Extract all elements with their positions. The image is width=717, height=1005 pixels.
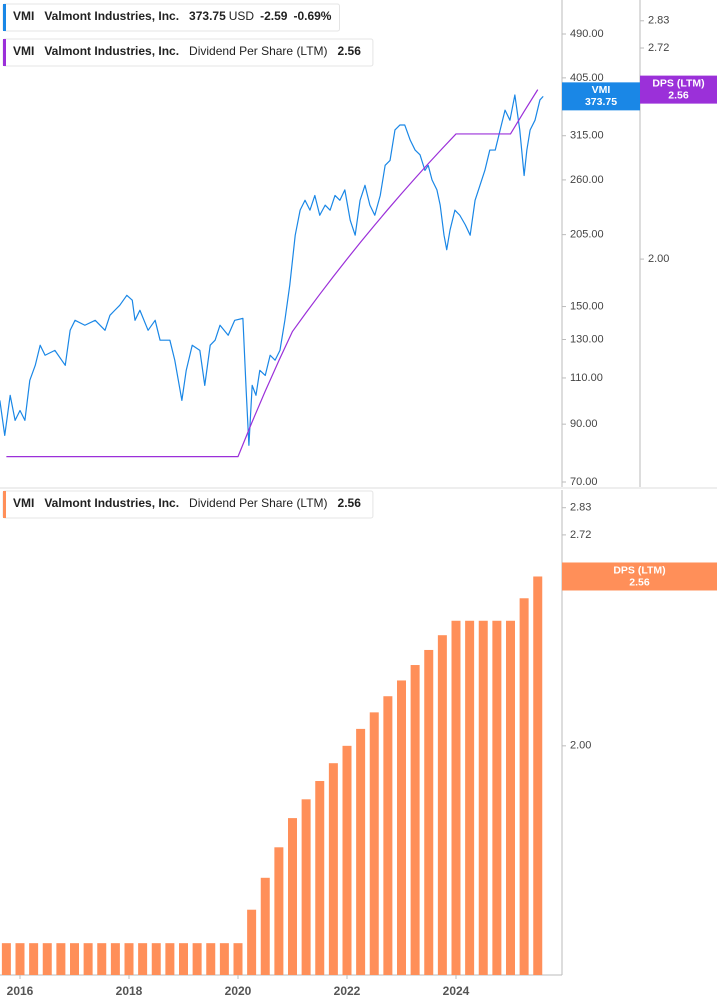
y-tick-label: 490.00 <box>570 28 604 40</box>
y-tick-label: 405.00 <box>570 72 604 84</box>
y-tick-label: 260.00 <box>570 174 604 186</box>
legend-text: USD <box>229 9 255 23</box>
y-tick-label: 90.00 <box>570 418 598 430</box>
bar <box>383 696 393 975</box>
x-tick-label: 2022 <box>334 984 361 998</box>
x-tick-label: 2018 <box>116 984 143 998</box>
y-tick-label: 110.00 <box>570 372 603 384</box>
bar <box>478 620 488 975</box>
bar <box>138 943 148 975</box>
bar <box>424 649 434 975</box>
value-badge <box>562 82 640 111</box>
legend-swatch <box>3 491 6 518</box>
y-tick-label: 130.00 <box>570 333 604 345</box>
bar <box>342 745 352 975</box>
y-tick-label: 2.72 <box>570 529 591 541</box>
bar <box>465 620 475 975</box>
bar <box>56 943 66 975</box>
bar <box>505 620 515 975</box>
bar <box>1 943 11 975</box>
badge-value: 2.56 <box>668 89 689 101</box>
bar <box>260 877 270 975</box>
badge-value: 373.75 <box>585 96 617 108</box>
bar <box>410 665 420 975</box>
y-tick-label: 315.00 <box>570 130 604 142</box>
legend-swatch <box>3 4 6 31</box>
x-tick-label: 2016 <box>7 984 34 998</box>
legend-text: VMI <box>13 9 34 23</box>
y2-tick-label: 2.72 <box>648 42 669 54</box>
y2-tick-label: 2.00 <box>648 253 669 265</box>
legend-text: 373.75 <box>189 9 226 23</box>
legend-text: Valmont Industries, Inc. <box>44 9 179 23</box>
line <box>6 89 539 458</box>
bar <box>315 781 325 975</box>
bar <box>396 680 406 975</box>
bar <box>519 598 529 975</box>
legend-text: Valmont Industries, Inc. <box>44 44 179 58</box>
bar <box>233 943 243 975</box>
line <box>0 94 544 446</box>
value-badge <box>562 562 717 591</box>
x-tick-label: 2020 <box>225 984 252 998</box>
legend-swatch <box>3 39 6 66</box>
bar <box>451 620 461 975</box>
bar <box>15 943 25 975</box>
legend-text: -2.59 <box>260 9 288 23</box>
legend-text: 2.56 <box>338 496 362 510</box>
legend-text: -0.69% <box>293 9 331 23</box>
value-badge <box>640 75 717 104</box>
bar <box>247 909 257 975</box>
bar <box>192 943 202 975</box>
badge-value: 2.56 <box>629 576 650 588</box>
legend-text: VMI <box>13 44 34 58</box>
bar <box>287 818 297 975</box>
bar <box>437 635 447 975</box>
x-tick-label: 2024 <box>443 984 470 998</box>
bar <box>110 943 120 975</box>
bar <box>83 943 93 975</box>
legend-text: 2.56 <box>338 44 362 58</box>
legend-text: Dividend Per Share (LTM) <box>189 496 328 510</box>
legend-text: VMI <box>13 496 34 510</box>
bar <box>124 943 134 975</box>
bar <box>533 576 543 975</box>
bar <box>97 943 107 975</box>
badge-label: DPS (LTM) <box>613 564 665 576</box>
y-tick-label: 205.00 <box>570 229 604 241</box>
y-tick-label: 2.83 <box>570 502 591 514</box>
y-tick-label: 70.00 <box>570 476 598 488</box>
legend-text: Valmont Industries, Inc. <box>44 496 179 510</box>
bar <box>206 943 216 975</box>
bar <box>219 943 229 975</box>
bar <box>492 620 502 975</box>
bar <box>356 728 366 975</box>
bar <box>301 799 311 975</box>
bar <box>42 943 52 975</box>
y-tick-label: 2.00 <box>570 740 591 752</box>
bar <box>70 943 80 975</box>
y2-tick-label: 2.83 <box>648 15 669 27</box>
bar <box>165 943 175 975</box>
legend-text: Dividend Per Share (LTM) <box>189 44 328 58</box>
badge-label: DPS (LTM) <box>652 77 704 89</box>
bar <box>151 943 161 975</box>
bar <box>29 943 39 975</box>
y-tick-label: 150.00 <box>570 300 604 312</box>
bar <box>369 712 379 975</box>
bar <box>274 847 284 975</box>
badge-label: VMI <box>592 84 611 96</box>
bar <box>179 943 189 975</box>
bar <box>328 763 338 975</box>
